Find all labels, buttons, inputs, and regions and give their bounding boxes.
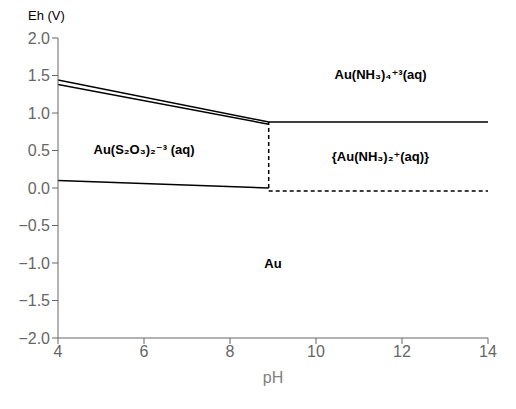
svg-text:6: 6 — [140, 343, 149, 360]
svg-text:{Au(NH₃)₂⁺(aq)}: {Au(NH₃)₂⁺(aq)} — [332, 149, 429, 164]
html-text:Eh (V): Eh (V) — [28, 8, 65, 23]
svg-text:8: 8 — [226, 343, 235, 360]
svg-text:Au(S₂O₃)₂⁻³ (aq): Au(S₂O₃)₂⁻³ (aq) — [94, 142, 195, 157]
svg-text:1.0: 1.0 — [28, 105, 50, 122]
svg-text:14: 14 — [479, 343, 497, 360]
svg-text:pH: pH — [263, 369, 283, 386]
svg-text:−1.0: −1.0 — [18, 255, 50, 272]
svg-text:−1.5: −1.5 — [18, 292, 50, 309]
svg-text:Au: Au — [264, 256, 281, 271]
svg-text:Au(NH₃)₄⁺³(aq): Au(NH₃)₄⁺³(aq) — [335, 67, 427, 82]
svg-text:10: 10 — [307, 343, 325, 360]
svg-text:4: 4 — [54, 343, 63, 360]
svg-text:2.0: 2.0 — [28, 30, 50, 47]
svg-text:0.5: 0.5 — [28, 142, 50, 159]
svg-text:12: 12 — [393, 343, 411, 360]
svg-text:0.0: 0.0 — [28, 180, 50, 197]
svg-text:−2.0: −2.0 — [18, 330, 50, 347]
svg-text:−0.5: −0.5 — [18, 217, 50, 234]
svg-text:1.5: 1.5 — [28, 67, 50, 84]
